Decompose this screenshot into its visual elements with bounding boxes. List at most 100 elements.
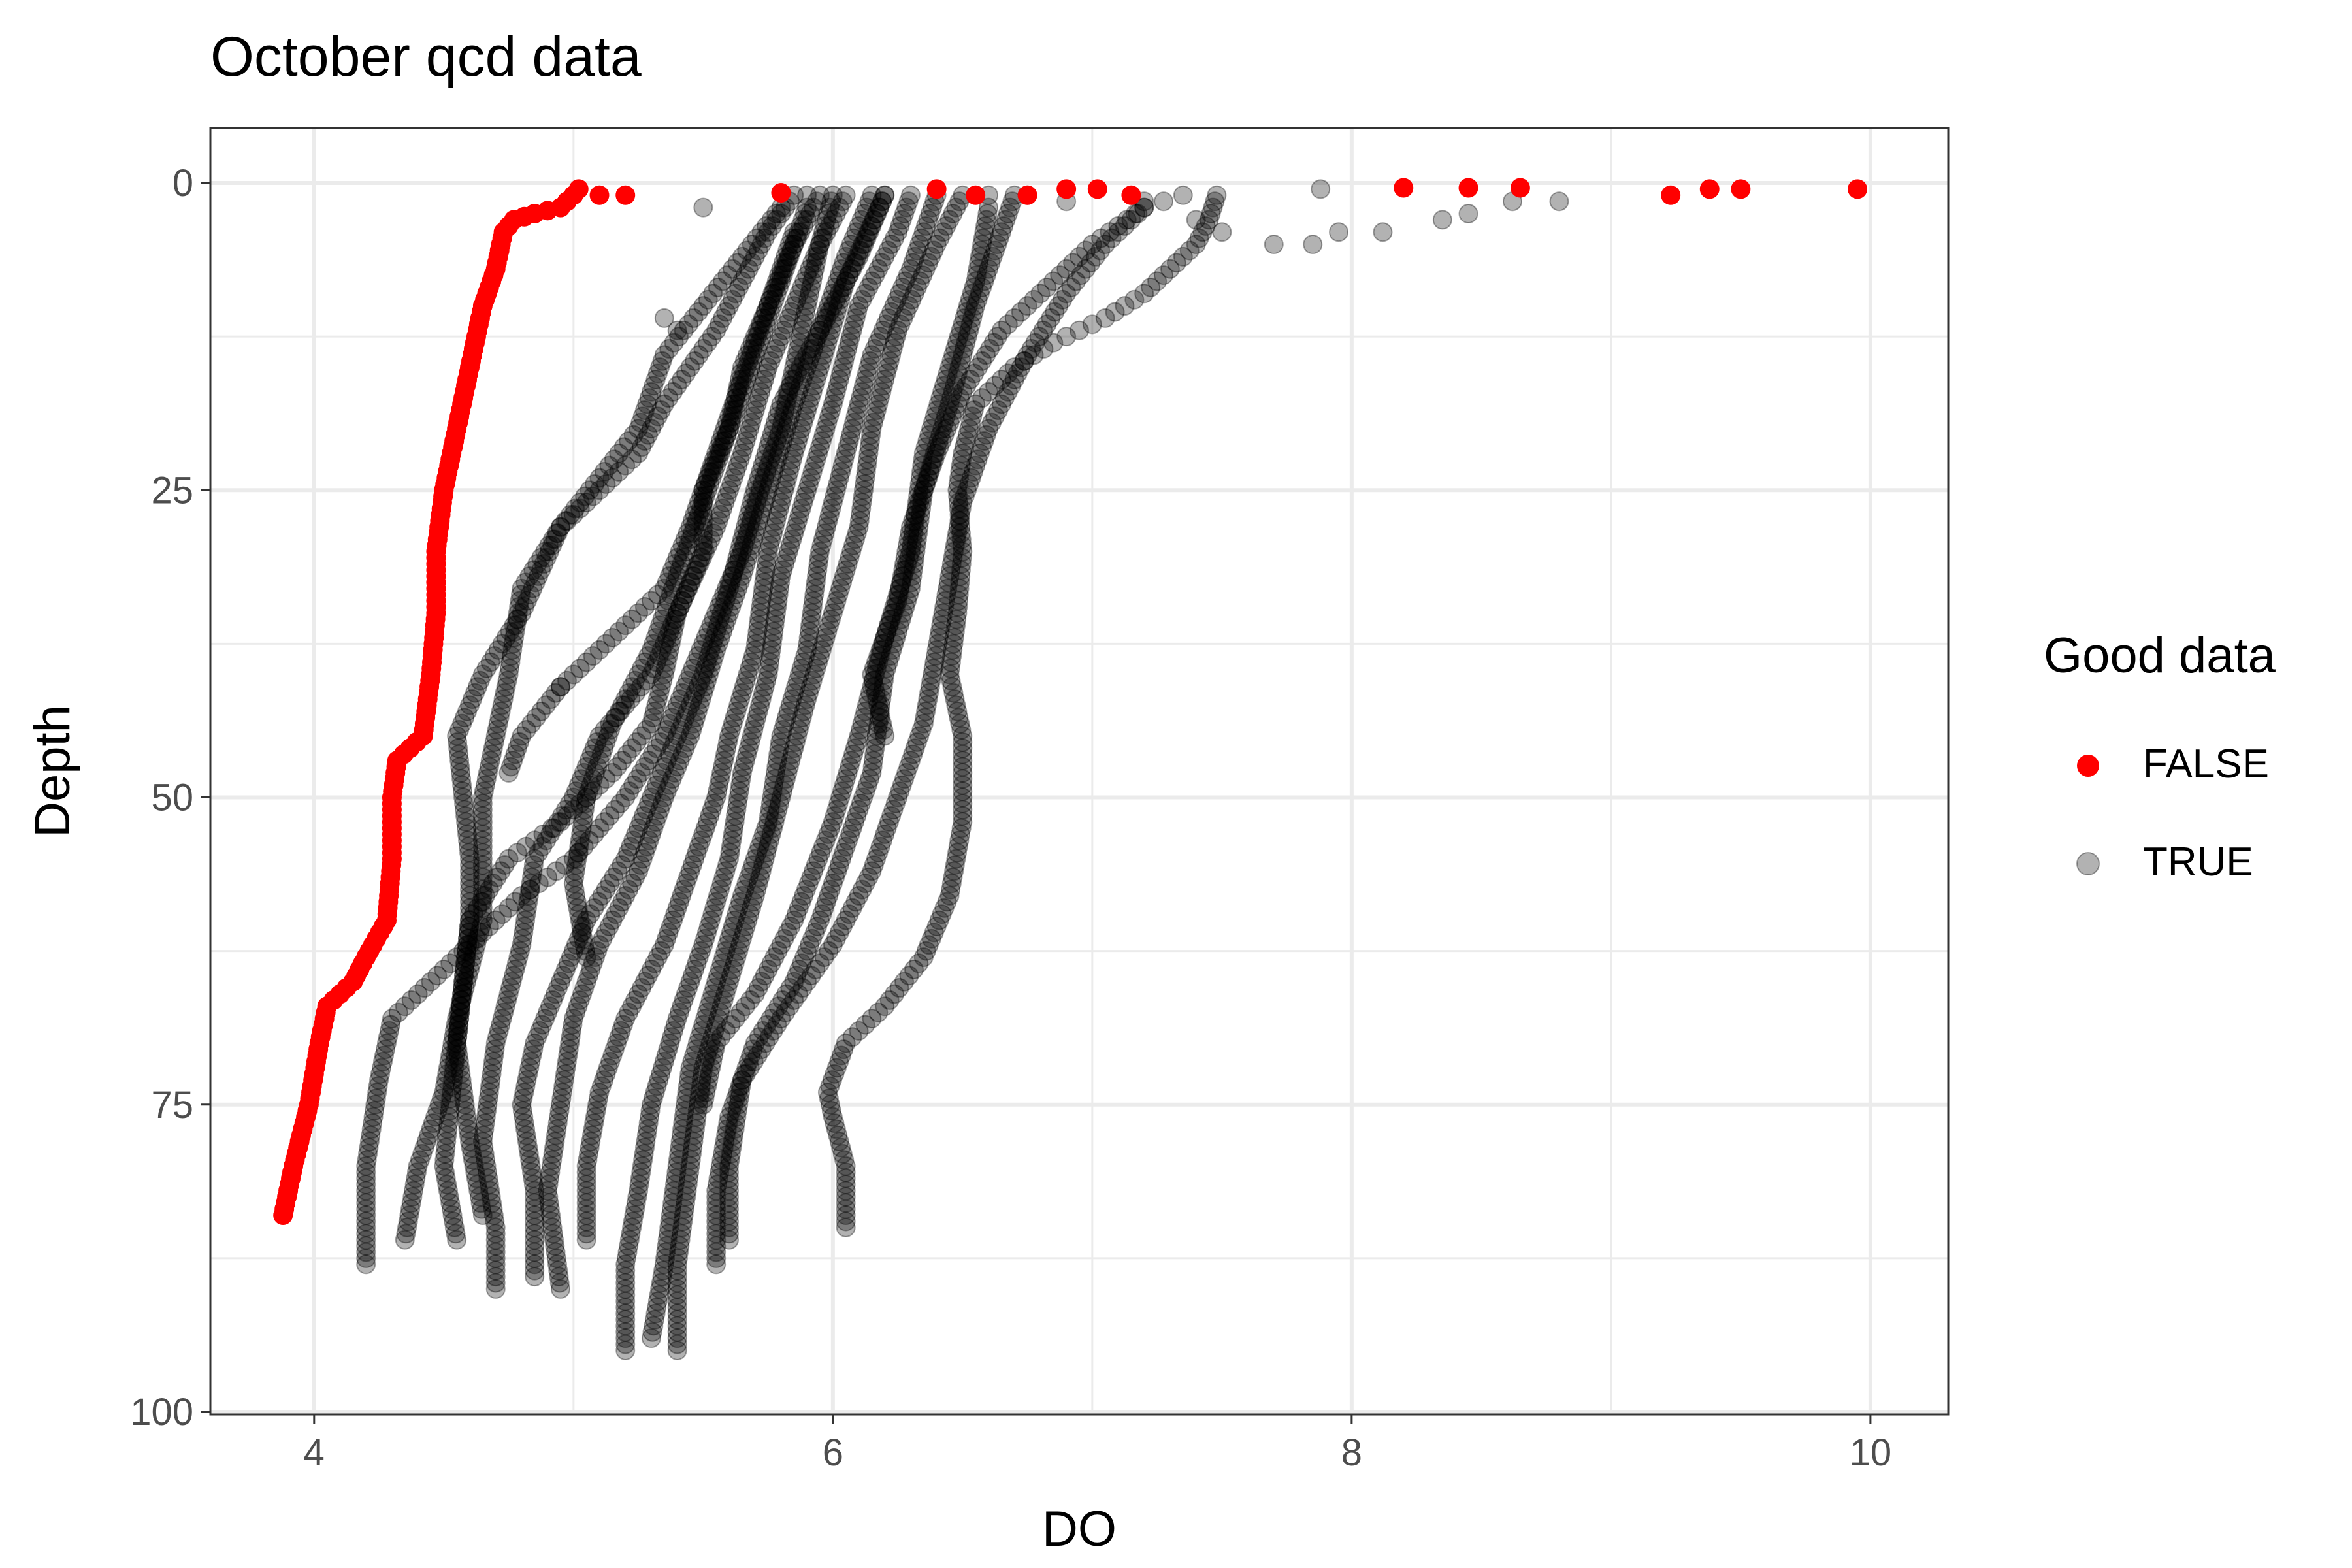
data-point: [631, 762, 651, 783]
data-point: [501, 646, 521, 666]
data-point: [763, 345, 783, 365]
data-point: [447, 1230, 467, 1250]
data-point: [548, 978, 568, 998]
data-point: [651, 677, 671, 697]
data-point: [732, 357, 752, 378]
data-point: [453, 787, 474, 808]
data-point: [448, 1039, 468, 1060]
data-point: [576, 910, 596, 930]
data-point: [748, 240, 768, 261]
data-point: [654, 726, 674, 746]
data-point: [751, 382, 771, 402]
data-point: [454, 966, 474, 986]
data-point: [652, 351, 672, 371]
data-point: [1154, 191, 1174, 212]
y-axis-title: Depth: [25, 705, 80, 838]
data-point: [794, 271, 815, 291]
data-point: [356, 1186, 376, 1207]
data-point: [568, 843, 589, 863]
data-point: [388, 1002, 408, 1022]
data-point: [504, 615, 524, 636]
data-point: [787, 345, 807, 365]
data-point: [455, 953, 476, 973]
data-point: [717, 265, 738, 286]
data-point: [505, 892, 525, 912]
data-point: [470, 670, 490, 691]
data-point: [721, 474, 742, 494]
data-point: [365, 1094, 385, 1115]
data-point: [419, 1125, 439, 1145]
data-point: [485, 1260, 506, 1281]
data-point: [404, 1175, 425, 1195]
data-point: [711, 603, 732, 623]
data-point: [605, 708, 625, 728]
data-point: [356, 1181, 376, 1201]
data-point: [708, 511, 728, 531]
data-point: [438, 1119, 458, 1139]
data-point: [457, 935, 478, 955]
data-point: [472, 885, 493, 906]
data-point: [758, 222, 778, 242]
data-point: [769, 425, 789, 445]
data-point: [472, 664, 493, 685]
data-point: [704, 455, 724, 476]
data-point: [511, 585, 531, 605]
data-point: [716, 302, 736, 322]
data-point: [436, 1137, 456, 1158]
data-point: [459, 917, 480, 937]
data-point: [657, 652, 677, 672]
data-point: [1848, 179, 1868, 199]
data-point: [667, 320, 687, 340]
data-point: [525, 1242, 545, 1262]
data-point: [673, 591, 693, 611]
data-point: [642, 744, 662, 764]
data-point: [440, 1101, 460, 1121]
data-point: [639, 388, 659, 408]
data-point: [667, 376, 687, 396]
data-point: [356, 1199, 376, 1219]
data-point: [661, 634, 681, 654]
data-point: [693, 517, 713, 537]
data-point: [732, 443, 752, 463]
data-point: [791, 222, 811, 242]
data-point: [706, 517, 727, 537]
data-point: [380, 1015, 400, 1035]
data-point: [596, 879, 616, 900]
data-point: [717, 425, 737, 445]
data-point: [449, 1015, 469, 1035]
data-point: [696, 627, 716, 647]
data-point: [449, 1009, 470, 1029]
data-point: [540, 824, 561, 844]
data-point: [719, 296, 740, 316]
data-point: [359, 1137, 379, 1158]
data-point: [452, 713, 472, 734]
data-point: [510, 941, 530, 961]
data-point: [745, 327, 765, 347]
data-point: [574, 917, 594, 937]
data-point: [574, 762, 594, 783]
data-point: [713, 271, 733, 291]
data-point: [458, 928, 478, 949]
data-point: [791, 327, 811, 347]
data-point: [693, 511, 713, 531]
data-point: [401, 1193, 421, 1213]
data-point: [781, 302, 802, 322]
data-point: [615, 787, 636, 808]
data-point: [513, 1088, 533, 1109]
data-point: [794, 308, 815, 328]
data-point: [555, 959, 576, 979]
data-point: [796, 302, 816, 322]
data-point: [450, 996, 470, 1017]
data-point: [583, 486, 603, 506]
data-point: [634, 806, 654, 826]
data-point: [482, 1064, 502, 1084]
data-point: [485, 1224, 506, 1244]
data-point: [523, 861, 543, 881]
data-point: [804, 265, 824, 286]
data-point: [747, 493, 767, 513]
data-point: [500, 978, 521, 998]
data-point: [563, 504, 583, 525]
data-point: [463, 904, 483, 924]
data-point: [615, 455, 636, 476]
data-point: [455, 978, 475, 998]
